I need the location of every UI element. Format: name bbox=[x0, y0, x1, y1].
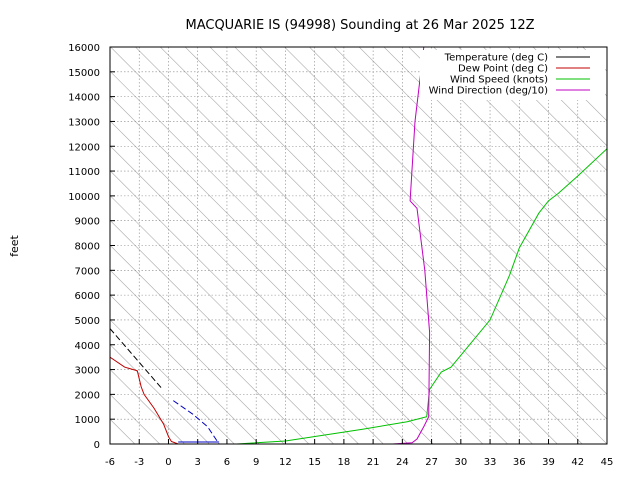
chart-title: MACQUARIE IS (94998) Sounding at 26 Mar … bbox=[185, 18, 534, 33]
isotherm-line bbox=[482, 47, 607, 172]
isotherm-line bbox=[284, 47, 607, 370]
y-tick-label: 7000 bbox=[75, 266, 100, 277]
isotherm-line bbox=[458, 47, 607, 196]
isotherm-line bbox=[110, 244, 310, 444]
isotherm-line bbox=[110, 418, 136, 444]
isotherm-line bbox=[110, 195, 359, 444]
plot-series bbox=[110, 47, 607, 444]
x-tick-label: 15 bbox=[308, 457, 321, 468]
x-tick-label: 6 bbox=[224, 457, 230, 468]
isotherm-line bbox=[110, 219, 334, 444]
y-tick-label: 8000 bbox=[75, 242, 100, 253]
series-line-3 bbox=[236, 148, 607, 444]
isotherm-line bbox=[110, 70, 483, 444]
x-tick-label: -6 bbox=[105, 457, 115, 468]
isotherm-line bbox=[234, 47, 607, 420]
x-tick-label: 36 bbox=[513, 457, 526, 468]
x-tick-label: 0 bbox=[165, 457, 171, 468]
y-tick-label: 11000 bbox=[68, 167, 100, 178]
y-axis-ticks: 0 1000 2000 3000 4000 5000 6000 7000 8000 9000 100… bbox=[68, 43, 115, 451]
y-tick-label: 16000 bbox=[68, 43, 100, 54]
x-tick-label: 9 bbox=[253, 457, 259, 468]
isotherm-line bbox=[159, 47, 558, 444]
x-tick-label: 42 bbox=[571, 457, 584, 468]
legend-label: Wind Speed (knots) bbox=[450, 75, 548, 86]
x-tick-label: 45 bbox=[601, 457, 614, 468]
x-tick-label: 33 bbox=[484, 457, 497, 468]
series-line-2 bbox=[110, 356, 179, 444]
isotherm-line bbox=[0, 0, 35, 444]
isotherm-line bbox=[383, 47, 607, 271]
x-tick-label: 27 bbox=[425, 457, 438, 468]
y-tick-label: 2000 bbox=[75, 390, 100, 401]
skew-isotherms bbox=[0, 0, 640, 444]
legend-label: Dew Point (deg C) bbox=[458, 64, 548, 75]
isotherm-line bbox=[0, 0, 60, 444]
isotherm-line bbox=[433, 47, 607, 221]
overlay-line bbox=[173, 400, 220, 444]
legend-label: Temperature (deg C) bbox=[444, 53, 548, 64]
isotherm-line bbox=[110, 319, 235, 444]
isotherm-line bbox=[0, 0, 11, 444]
legend: Temperature (deg C)Dew Point (deg C)Wind… bbox=[420, 50, 605, 100]
legend-label: Wind Direction (deg/10) bbox=[429, 86, 549, 97]
y-tick-label: 14000 bbox=[68, 93, 100, 104]
y-axis-label: feet bbox=[8, 234, 21, 256]
x-tick-label: 12 bbox=[279, 457, 292, 468]
isotherm-line bbox=[110, 120, 434, 444]
isotherm-line bbox=[333, 47, 607, 321]
isotherm-line bbox=[110, 269, 285, 444]
isotherm-line bbox=[308, 47, 607, 346]
x-tick-label: 3 bbox=[195, 457, 201, 468]
isotherm-line bbox=[110, 170, 384, 444]
y-tick-label: 3000 bbox=[75, 366, 100, 377]
x-tick-label: 18 bbox=[338, 457, 351, 468]
isotherm-line bbox=[135, 47, 533, 444]
y-tick-label: 15000 bbox=[68, 68, 100, 79]
isotherm-line bbox=[110, 145, 409, 444]
isotherm-line bbox=[110, 95, 459, 444]
isotherm-line bbox=[110, 47, 508, 444]
x-axis-ticks: -6 -3 0 3 6 9 12 15 18 21 24 27 30 33 36 39 42 45 bbox=[105, 439, 613, 468]
y-tick-label: 4000 bbox=[75, 341, 100, 352]
x-tick-label: 24 bbox=[396, 457, 409, 468]
legend-background bbox=[420, 50, 605, 100]
y-tick-label: 1000 bbox=[75, 415, 100, 426]
isotherm-line bbox=[110, 344, 210, 444]
y-tick-label: 10000 bbox=[68, 192, 100, 203]
isotherm-line bbox=[408, 47, 607, 246]
isotherm-line bbox=[110, 294, 260, 444]
x-tick-label: -3 bbox=[134, 457, 144, 468]
isotherm-line bbox=[0, 0, 85, 444]
series-line-4 bbox=[392, 47, 431, 444]
isotherm-line bbox=[209, 47, 607, 444]
y-tick-label: 9000 bbox=[75, 217, 100, 228]
y-tick-label: 5000 bbox=[75, 316, 100, 327]
isotherm-line bbox=[358, 47, 607, 296]
y-tick-label: 13000 bbox=[68, 117, 100, 128]
series-line-1 bbox=[110, 328, 162, 389]
x-tick-label: 21 bbox=[367, 457, 380, 468]
x-tick-label: 30 bbox=[454, 457, 467, 468]
y-tick-label: 0 bbox=[94, 440, 100, 451]
isotherm-line bbox=[619, 0, 640, 444]
isotherm-line bbox=[184, 47, 583, 444]
x-tick-label: 39 bbox=[542, 457, 555, 468]
y-tick-label: 6000 bbox=[75, 291, 100, 302]
y-tick-label: 12000 bbox=[68, 142, 100, 153]
isotherm-line bbox=[259, 47, 607, 395]
